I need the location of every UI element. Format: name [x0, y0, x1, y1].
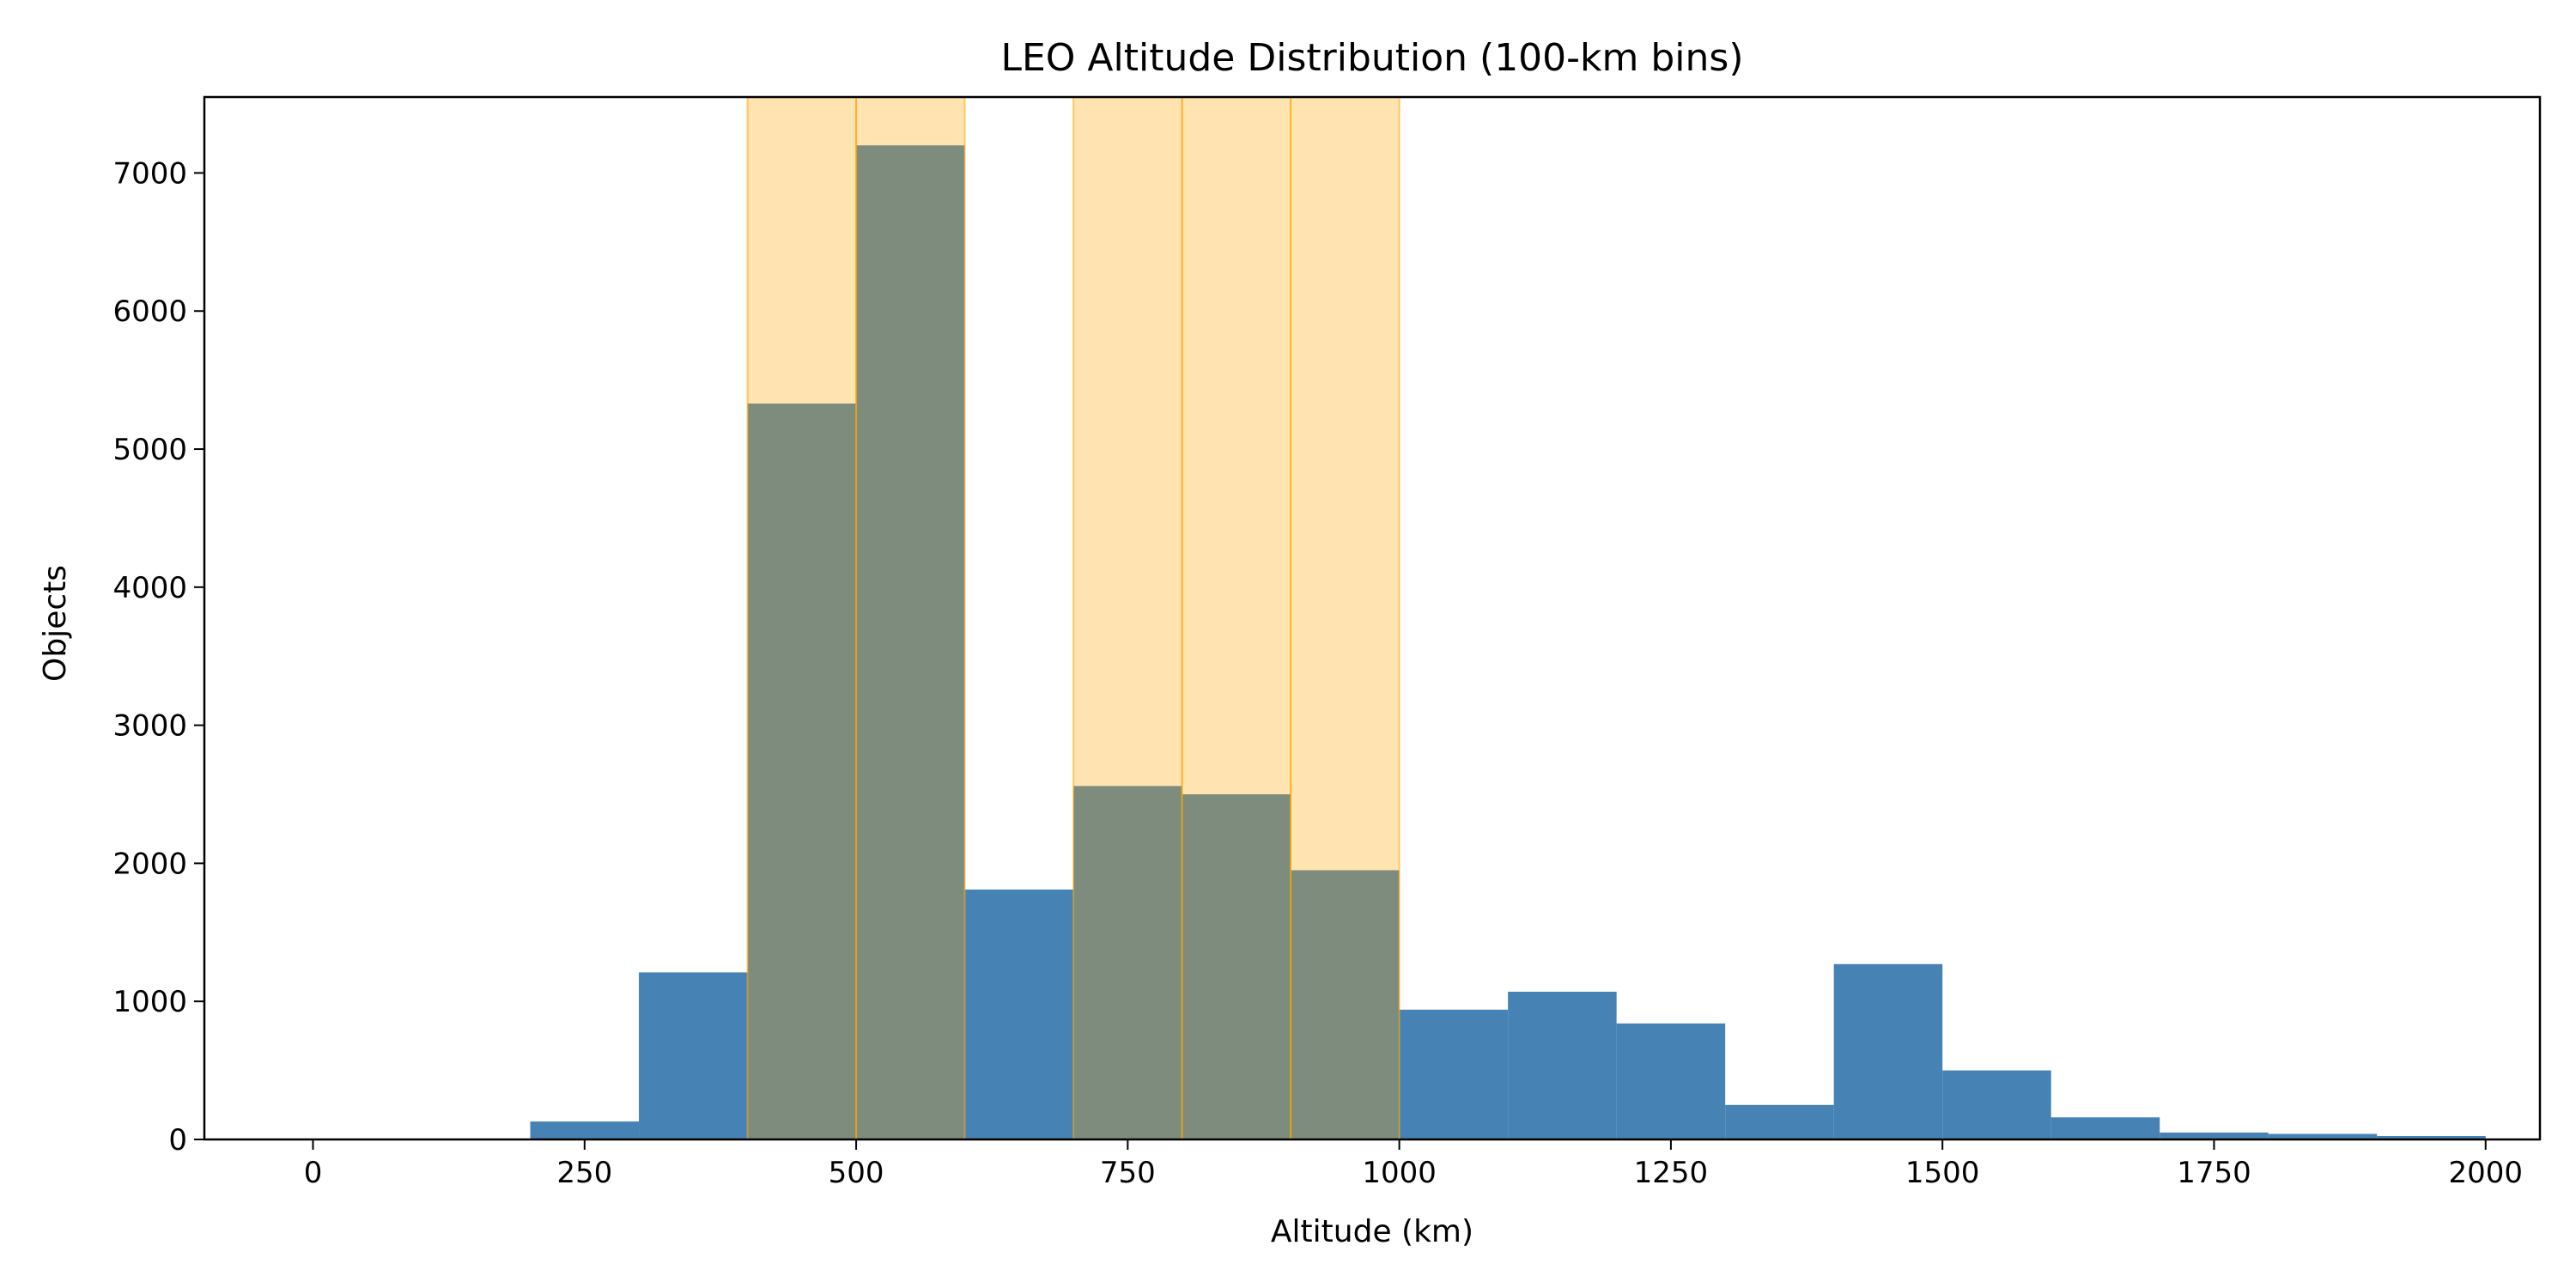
- histogram-bar-1700-1800: [2160, 1132, 2269, 1139]
- highlight-bands-layer: [746, 96, 1400, 1140]
- y-tick-label: 4000: [112, 571, 187, 605]
- y-axis: 0 1000 2000 3000 4000 5000 6000 7000: [112, 156, 204, 1157]
- histogram-bar-1600-1700: [2050, 1117, 2160, 1139]
- histogram-bar-400-500: [747, 403, 857, 1139]
- histogram-bar-1800-1900: [2268, 1133, 2378, 1139]
- histogram-bar-900-1000: [1291, 870, 1400, 1139]
- histogram-bar-1900-2000: [2377, 1135, 2486, 1139]
- y-tick-label: 0: [168, 1123, 187, 1157]
- x-tick-label: 750: [1100, 1156, 1156, 1190]
- histogram-bar-1200-1300: [1616, 1023, 1726, 1139]
- histogram-bar-1000-1100: [1399, 1009, 1509, 1139]
- y-tick-label: 6000: [112, 295, 187, 329]
- x-axis-label: Altitude (km): [1271, 1214, 1473, 1249]
- histogram-bar-1100-1200: [1508, 991, 1617, 1139]
- x-axis: 0 250 500 750 1000 1250 1500 1750 2000: [304, 1139, 2523, 1190]
- x-tick-label: 1000: [1362, 1156, 1437, 1190]
- highlight-band-900-1000: [1290, 96, 1400, 1140]
- histogram-bar-700-800: [1073, 786, 1182, 1139]
- y-tick-label: 7000: [112, 156, 187, 191]
- histogram-bar-600-700: [964, 889, 1074, 1139]
- histogram-bar-200-300: [530, 1121, 640, 1139]
- x-tick-label: 1750: [2177, 1156, 2251, 1190]
- y-tick-label: 1000: [112, 985, 187, 1019]
- highlight-band-500-600: [855, 96, 966, 1140]
- x-tick-label: 500: [829, 1156, 884, 1190]
- histogram-bar-1300-1400: [1725, 1104, 1834, 1139]
- x-tick-label: 1500: [1905, 1156, 1980, 1190]
- y-tick-label: 2000: [112, 847, 187, 881]
- chart-title: LEO Altitude Distribution (100-km bins): [1000, 36, 1743, 80]
- y-tick-label: 3000: [112, 709, 187, 744]
- x-tick-label: 2000: [2448, 1156, 2523, 1190]
- histogram-bar-800-900: [1182, 794, 1291, 1139]
- histogram-bar-1500-1600: [1942, 1070, 2051, 1139]
- x-tick-label: 0: [304, 1156, 323, 1190]
- x-tick-label: 250: [556, 1156, 612, 1190]
- histogram-bar-500-600: [856, 145, 965, 1139]
- y-axis-label: Objects: [38, 565, 73, 682]
- plot-frame: [203, 95, 2542, 1141]
- x-tick-label: 1250: [1634, 1156, 1709, 1190]
- highlight-band-800-900: [1181, 96, 1292, 1140]
- bars-layer: [530, 145, 2486, 1139]
- y-tick-label: 5000: [112, 433, 187, 467]
- histogram-bar-1400-1500: [1833, 963, 1943, 1139]
- highlight-band-700-800: [1072, 96, 1183, 1140]
- highlight-band-400-500: [746, 96, 858, 1140]
- histogram-bar-300-400: [639, 972, 748, 1139]
